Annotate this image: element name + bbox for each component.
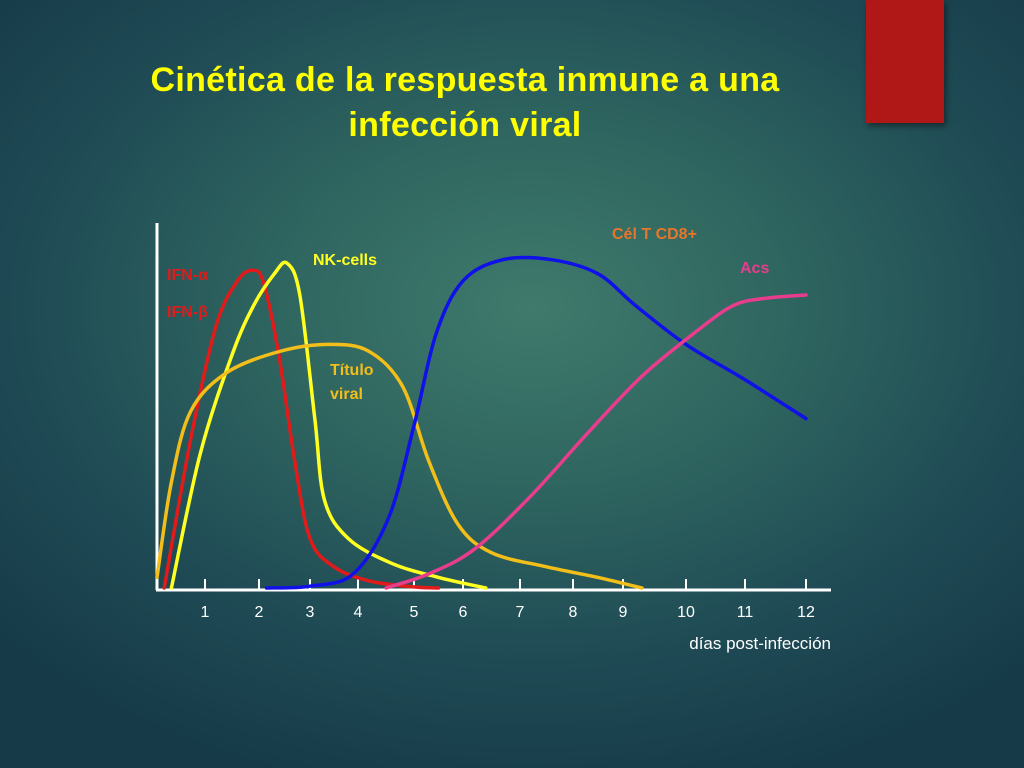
label-titulo: Título <box>330 362 374 379</box>
series-line-nk <box>169 260 488 590</box>
x-tick-label-6: 6 <box>459 604 468 621</box>
x-tick-label-2: 2 <box>255 604 264 621</box>
series-line-ifn <box>162 268 441 590</box>
slide-title-line-1: Cinética de la respuesta inmune a una <box>150 61 780 99</box>
x-tick-label-4: 4 <box>354 604 363 621</box>
x-tick-label-12: 12 <box>797 604 815 621</box>
series-line-acs <box>384 293 808 590</box>
x-tick-label-3: 3 <box>306 604 315 621</box>
slide-title-line-2: infección viral <box>348 106 582 144</box>
x-tick-label-10: 10 <box>677 604 695 621</box>
series-line-titulo_viral <box>155 342 644 590</box>
series-labels: IFN-α IFN-β NK-cells Título viral Cél T … <box>167 226 769 403</box>
x-tick-label-7: 7 <box>516 604 525 621</box>
x-axis-title: días post-infección <box>689 634 831 653</box>
label-ifn-alpha: IFN-α <box>167 267 208 284</box>
x-tick-label-8: 8 <box>569 604 578 621</box>
label-cd8: Cél T CD8+ <box>612 226 697 243</box>
label-acs: Acs <box>740 260 769 277</box>
x-tick-label-9: 9 <box>619 604 628 621</box>
x-tick-label-1: 1 <box>201 604 210 621</box>
x-tick-labels: 1 2 3 4 5 6 7 8 9 10 11 12 <box>201 604 815 621</box>
slide-title: Cinética de la respuesta inmune a una in… <box>80 58 850 148</box>
label-ifn-beta: IFN-β <box>167 304 208 321</box>
label-viral: viral <box>330 386 363 403</box>
x-tick-label-11: 11 <box>737 604 754 621</box>
label-nk-cells: NK-cells <box>313 252 377 269</box>
series-layer <box>155 255 808 590</box>
series-line-cd8 <box>264 255 808 590</box>
x-tick-label-5: 5 <box>410 604 419 621</box>
accent-bar <box>866 0 944 123</box>
